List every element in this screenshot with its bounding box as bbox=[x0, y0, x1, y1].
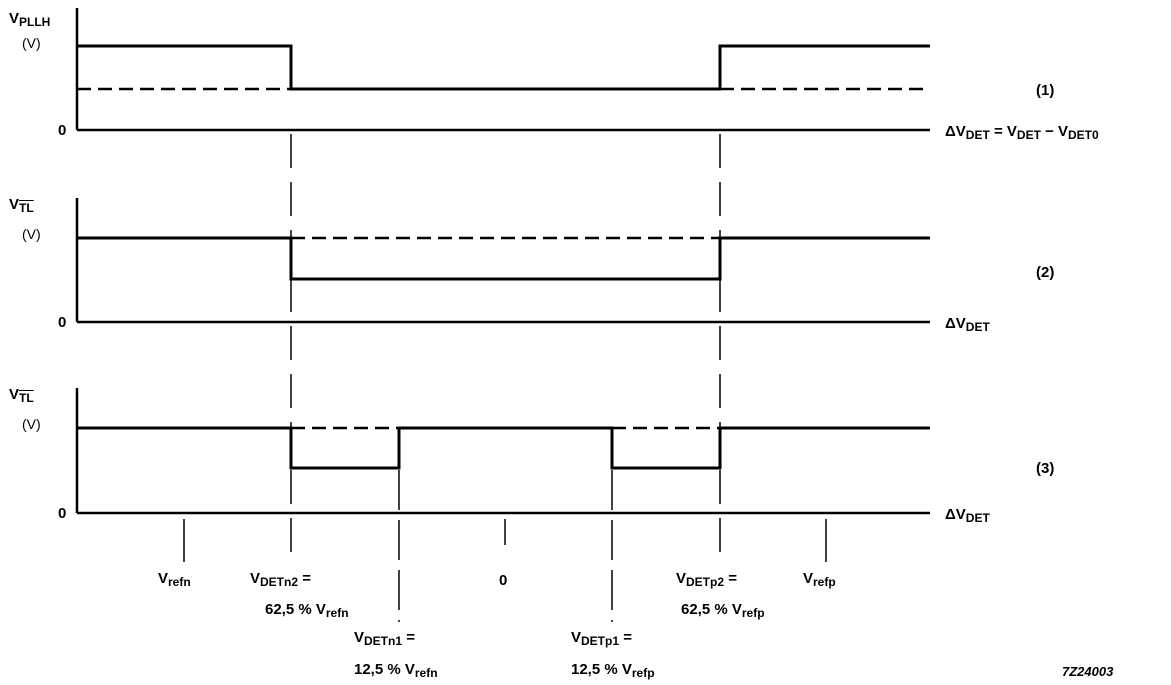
panel2-y-unit: (V) bbox=[22, 226, 41, 242]
marker-vdetp2-value: 62,5 % Vrefp bbox=[681, 601, 765, 620]
marker-vdetn1-label: VDETn1 = bbox=[354, 629, 415, 648]
panel2-origin: 0 bbox=[58, 314, 67, 331]
panel1-origin: 0 bbox=[58, 122, 67, 139]
figure-code: 7Z24003 bbox=[1062, 664, 1114, 679]
panel3-origin: 0 bbox=[58, 505, 67, 522]
panel3-number: (3) bbox=[1036, 460, 1055, 477]
marker-vdetn1-value: 12,5 % Vrefn bbox=[354, 661, 438, 680]
panel2-number: (2) bbox=[1036, 264, 1055, 281]
panel3-x-label: ΔVDET bbox=[945, 506, 990, 525]
marker-vrefn-label: Vrefn bbox=[158, 570, 191, 589]
marker-vdetp2-label: VDETp2 = bbox=[676, 570, 737, 589]
panel2-y-label: VTL bbox=[9, 196, 34, 215]
panel1-x-label: ΔVDET = VDET − VDET0 bbox=[945, 123, 1099, 142]
panel1-number: (1) bbox=[1036, 82, 1055, 99]
marker-vdetn2-value: 62,5 % Vrefn bbox=[265, 601, 349, 620]
marker-vrefp-label: Vrefp bbox=[803, 570, 836, 589]
panel2-solid-trace bbox=[77, 236, 930, 281]
panel1-y-label: VPLLH bbox=[9, 10, 51, 29]
panel3-y-label: VTL bbox=[9, 386, 34, 405]
panel3-solid-trace bbox=[77, 426, 930, 470]
marker-vdetp1-label: VDETp1 = bbox=[571, 629, 632, 648]
panel3-y-unit: (V) bbox=[22, 416, 41, 432]
panel2-x-label: ΔVDET bbox=[945, 315, 990, 334]
panel1-solid-trace bbox=[77, 44, 930, 91]
panel1-y-unit: (V) bbox=[22, 35, 41, 51]
marker-zero-label: 0 bbox=[499, 572, 508, 589]
marker-vdetn2-label: VDETn2 = bbox=[250, 570, 311, 589]
marker-vdetp1-value: 12,5 % Vrefp bbox=[571, 661, 655, 680]
